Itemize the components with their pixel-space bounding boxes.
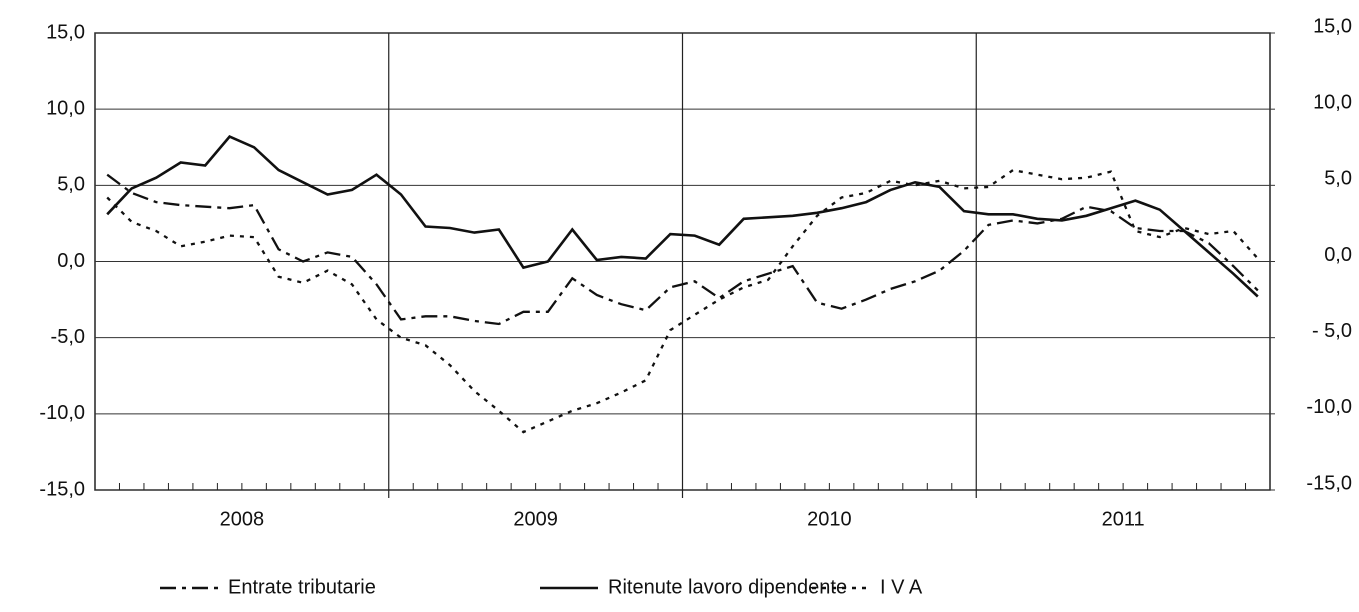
x-tick-label: 2009 <box>513 508 558 530</box>
x-tick-label: 2008 <box>220 508 265 530</box>
series-line <box>106 173 1259 326</box>
x-tick-label: 2011 <box>1102 508 1145 530</box>
y2-tick-label: -10,0 <box>1306 396 1352 418</box>
y2-tick-label: 5,0 <box>1324 168 1352 190</box>
y-tick-label: 10,0 <box>46 97 85 119</box>
y-tick-label: -15,0 <box>39 478 85 500</box>
legend-label: Ritenute lavoro dipendente <box>608 576 847 598</box>
legend-label: Entrate tributarie <box>228 576 376 598</box>
y-tick-label: -10,0 <box>39 402 85 424</box>
y2-tick-label: 10,0 <box>1313 91 1352 113</box>
legend-label: I V A <box>880 576 923 598</box>
y-tick-label: 15,0 <box>46 21 85 43</box>
series-line <box>106 135 1259 298</box>
y2-tick-label: -15,0 <box>1306 472 1352 494</box>
y-tick-label: -5,0 <box>51 326 85 348</box>
y-tick-label: 5,0 <box>57 174 85 196</box>
y2-tick-label: 0,0 <box>1324 244 1352 266</box>
y2-tick-label: - 5,0 <box>1312 320 1352 342</box>
y-tick-label: 0,0 <box>57 250 85 272</box>
series-line <box>106 168 1259 434</box>
y2-tick-label: 15,0 <box>1313 15 1352 37</box>
x-tick-label: 2010 <box>807 508 852 530</box>
